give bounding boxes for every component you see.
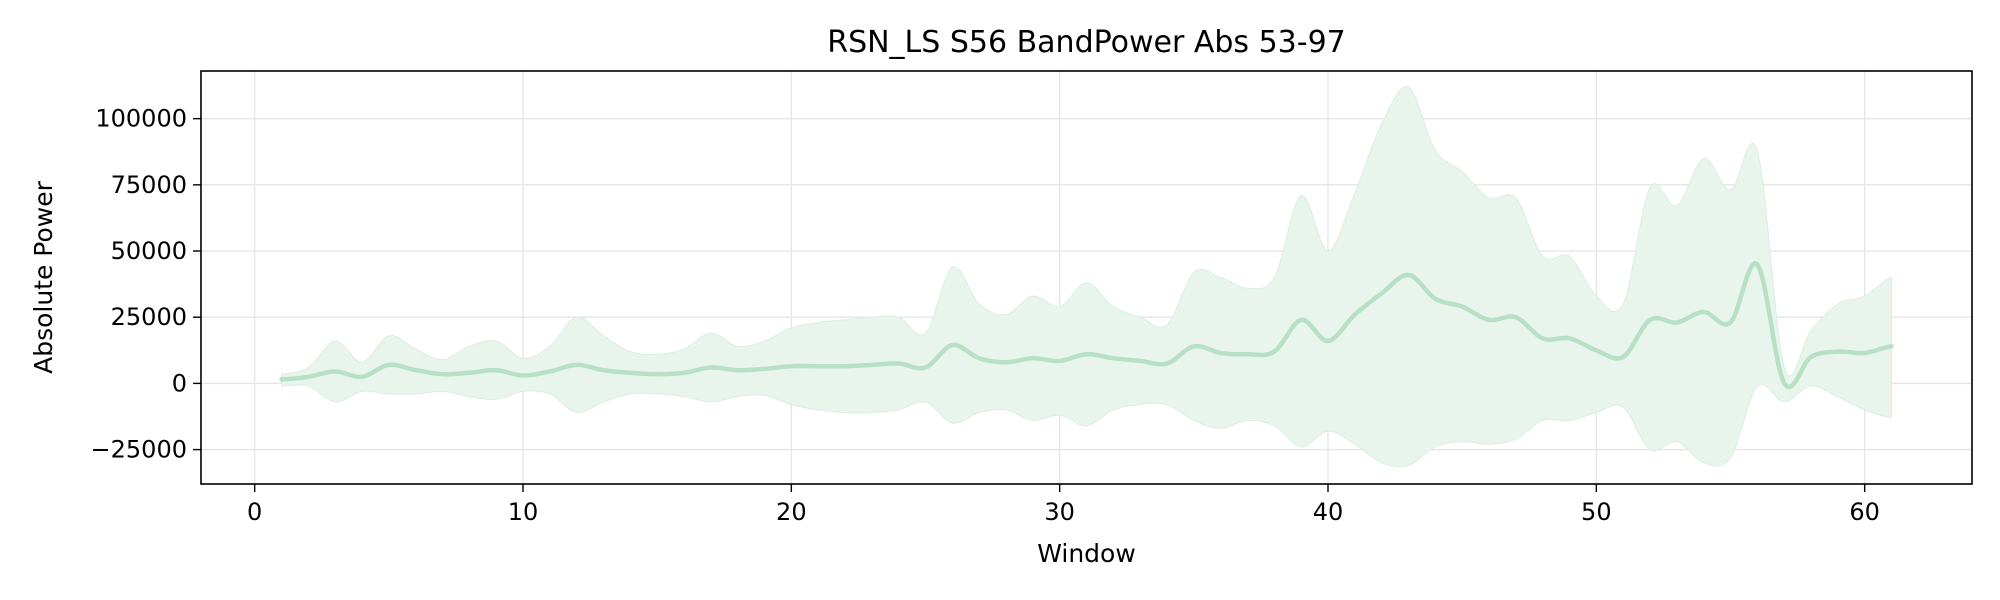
x-tick-label: 60 xyxy=(1849,498,1880,526)
x-tick-label: 10 xyxy=(508,498,539,526)
x-tick-label: 30 xyxy=(1044,498,1075,526)
y-tick-label: 100000 xyxy=(95,105,187,133)
data-point xyxy=(1004,361,1008,364)
data-point xyxy=(763,367,766,371)
line-layer xyxy=(279,260,1894,390)
data-point xyxy=(1434,297,1437,300)
data-point xyxy=(1246,353,1249,356)
data-point xyxy=(816,364,820,368)
data-point xyxy=(1380,292,1383,295)
data-point xyxy=(843,364,847,368)
data-point xyxy=(1675,321,1679,324)
data-point xyxy=(1836,350,1840,353)
y-tick-label: 75000 xyxy=(111,171,187,199)
data-point xyxy=(468,371,471,375)
data-point xyxy=(924,366,927,369)
data-point xyxy=(280,378,283,381)
data-point xyxy=(709,366,713,369)
data-point xyxy=(575,363,578,367)
data-point xyxy=(1782,382,1786,385)
data-point xyxy=(1031,357,1035,360)
data-point xyxy=(1863,351,1866,355)
x-tick-label: 20 xyxy=(776,498,807,526)
data-point xyxy=(333,370,337,373)
data-point xyxy=(655,372,659,376)
data-point xyxy=(736,368,739,372)
data-point xyxy=(414,368,417,372)
data-point xyxy=(1219,351,1222,355)
data-point xyxy=(1514,316,1518,319)
data-point xyxy=(1353,313,1357,316)
y-tick-label: −25000 xyxy=(91,436,187,464)
data-point xyxy=(682,371,686,375)
data-point xyxy=(1702,310,1705,314)
data-point xyxy=(977,357,981,360)
data-point xyxy=(1085,353,1088,356)
data-point xyxy=(1890,345,1893,348)
data-point xyxy=(1595,349,1598,352)
data-point xyxy=(629,371,632,375)
data-point xyxy=(1112,357,1115,360)
data-point xyxy=(548,370,552,373)
data-point xyxy=(1165,362,1169,365)
y-tick-label: 25000 xyxy=(111,303,187,331)
data-point xyxy=(1621,355,1625,359)
data-point xyxy=(307,375,310,378)
data-point xyxy=(1460,305,1464,308)
data-point xyxy=(1192,345,1196,348)
data-point xyxy=(951,343,954,347)
data-point xyxy=(1299,318,1303,322)
data-point xyxy=(1756,263,1759,266)
y-tick-label: 50000 xyxy=(111,237,187,265)
data-point xyxy=(387,363,391,367)
data-point xyxy=(602,368,605,372)
data-point xyxy=(870,363,874,367)
data-point xyxy=(1273,350,1276,353)
data-point xyxy=(1407,273,1410,277)
data-point xyxy=(494,368,498,372)
data-point xyxy=(1058,359,1061,363)
x-tick-label: 40 xyxy=(1313,498,1344,526)
data-point xyxy=(790,364,793,368)
data-point xyxy=(1809,355,1813,359)
x-tick-label: 50 xyxy=(1581,498,1612,526)
data-point xyxy=(1648,318,1652,322)
data-point xyxy=(441,372,444,376)
data-point xyxy=(1138,359,1142,363)
data-point xyxy=(1487,318,1491,322)
data-point xyxy=(1568,337,1571,340)
data-point xyxy=(360,375,364,378)
data-point xyxy=(521,374,525,377)
x-tick-label: 0 xyxy=(247,498,262,526)
y-tick-label: 0 xyxy=(172,369,187,397)
y-axis-label: Absolute Power xyxy=(29,180,58,374)
data-point xyxy=(897,362,900,365)
plot-frame xyxy=(200,70,1973,485)
x-axis-label: Window xyxy=(1037,539,1136,568)
tick-layer: 0 10 20 30 40 50 60 −25000 0 25000 50000 75000 10000… xyxy=(91,105,1880,526)
data-point xyxy=(1729,321,1732,324)
data-point xyxy=(1326,339,1330,343)
data-point xyxy=(1541,337,1544,340)
chart-title: RSN_LS S56 BandPower Abs 53-97 xyxy=(827,25,1346,60)
